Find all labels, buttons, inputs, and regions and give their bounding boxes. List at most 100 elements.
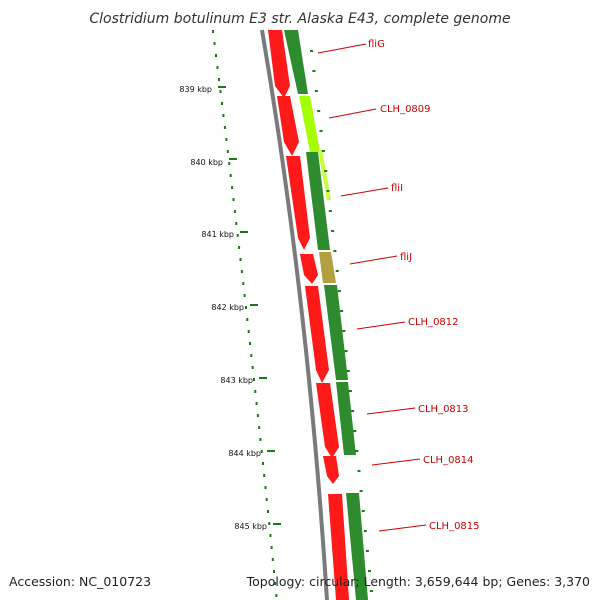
ruler-tick-4: 842 kbp — [211, 303, 258, 312]
cds-fliG[interactable] — [268, 30, 290, 98]
gene-label-clh0813[interactable]: CLH_0813 — [366, 404, 469, 415]
cds-clh0813[interactable] — [316, 383, 339, 458]
ruler-dot — [255, 402, 258, 405]
outer-ruler-dot — [361, 510, 365, 512]
outer-ruler-dot — [324, 170, 328, 172]
cds-fliJ[interactable] — [300, 254, 318, 284]
ruler-dot — [231, 186, 234, 189]
outer-ruler-dot — [337, 290, 341, 292]
outer-ruler-dot — [328, 210, 332, 212]
gene-label-clh0812[interactable]: CLH_0812 — [356, 317, 459, 330]
tick-label-845: 845 kbp — [234, 522, 267, 531]
cds-fliI[interactable] — [286, 156, 310, 250]
ruler-dot — [243, 294, 246, 297]
outer-ruler-dot — [346, 370, 350, 372]
ruler-dot — [213, 42, 216, 45]
ruler-dot — [256, 414, 259, 417]
ruler-dot — [253, 378, 255, 381]
ruler-dot — [247, 330, 250, 333]
map-title: Clostridium botulinum E3 str. Alaska E43… — [89, 11, 510, 27]
gene-fliJ[interactable] — [319, 252, 336, 283]
ruler-dot — [270, 546, 273, 549]
gene-fliI-highlight — [318, 150, 331, 200]
outer-ruler-dot — [344, 350, 348, 352]
gene-clh0815[interactable] — [346, 493, 368, 600]
gene-fliG[interactable] — [284, 30, 308, 94]
outer-ruler-dot — [335, 270, 339, 272]
ruler-dot — [273, 570, 275, 573]
ruler-dot — [239, 258, 242, 261]
ruler-dot — [259, 438, 262, 441]
outer-ruler-dot — [353, 430, 357, 432]
gene-label-clh0814[interactable]: CLH_0814 — [371, 455, 474, 466]
cds-clh0812[interactable] — [305, 286, 329, 383]
ruler-tick-1: 839 kbp — [179, 85, 226, 94]
gene-label-text: CLH_0815 — [429, 521, 480, 532]
gene-label-text: CLH_0812 — [408, 317, 459, 328]
outer-ruler-dot — [370, 590, 373, 592]
outer-ruler-dot — [348, 390, 352, 392]
ruler-dot — [271, 558, 274, 561]
ruler-dot — [226, 150, 229, 153]
ruler-dots — [212, 30, 278, 597]
ruler-dot — [250, 354, 253, 357]
ruler-dot — [229, 174, 232, 177]
ruler-tick-2: 840 kbp — [190, 158, 237, 167]
outer-ruler-dot — [326, 190, 330, 192]
tick-label-841: 841 kbp — [201, 230, 234, 239]
cds-clh0809[interactable] — [277, 96, 299, 156]
cds-clh0815[interactable] — [328, 494, 349, 600]
outer-ruler-dot — [357, 470, 361, 472]
ruler-dot — [268, 522, 271, 525]
gene-label-clh0809[interactable]: CLH_0809 — [328, 104, 431, 119]
outer-ruler-dot — [333, 250, 337, 252]
outer-ruler-dot — [355, 450, 359, 452]
ruler-tick-7: 845 kbp — [234, 522, 281, 531]
gene-label-fliJ[interactable]: fliJ — [349, 252, 412, 265]
outer-ruler-dot — [365, 550, 369, 552]
outer-ruler-dot — [340, 310, 344, 312]
gene-label-text: CLH_0814 — [423, 455, 474, 466]
gene-label-text: fliI — [391, 183, 403, 194]
ruler-dot — [221, 102, 223, 105]
gene-track — [284, 30, 368, 600]
accession-text: Accession: NC_010723 — [9, 574, 151, 589]
ruler-dot — [242, 282, 245, 285]
ruler-dot — [218, 78, 220, 81]
ruler-dot — [260, 450, 263, 453]
gene-clh0812[interactable] — [324, 285, 348, 380]
ruler-dot — [212, 30, 214, 33]
ruler-dot — [222, 114, 225, 117]
cds-clh0814[interactable] — [323, 456, 339, 484]
tick-label-842: 842 kbp — [211, 303, 244, 312]
ruler-dot — [245, 306, 247, 309]
ruler-tick-5: 843 kbp — [220, 376, 267, 385]
gene-clh0813[interactable] — [336, 382, 356, 455]
ruler-dot — [215, 54, 217, 57]
ruler-dot — [249, 342, 251, 345]
outer-ruler-dot — [359, 490, 363, 492]
ruler-dot — [238, 246, 241, 249]
gene-label-text: CLH_0809 — [380, 104, 431, 115]
outer-ruler-dot — [314, 90, 318, 92]
ruler-dot — [216, 66, 219, 69]
gene-clh0809[interactable] — [299, 96, 320, 152]
outer-ruler-dot — [351, 410, 355, 412]
gene-label-text: fliJ — [400, 252, 412, 263]
gene-fliI[interactable] — [306, 152, 330, 250]
tick-label-843: 843 kbp — [220, 376, 253, 385]
gene-label-text: CLH_0813 — [418, 404, 469, 415]
genome-summary-text: Topology: circular; Length: 3,659,644 bp… — [246, 574, 590, 589]
outer-ruler-dot — [321, 150, 325, 152]
gene-label-fliI[interactable]: fliI — [340, 183, 403, 197]
ruler-dot — [269, 534, 272, 537]
gene-label-clh0815[interactable]: CLH_0815 — [378, 521, 480, 532]
ruler-dot — [228, 162, 231, 165]
ruler-tick-3: 841 kbp — [201, 230, 248, 239]
ruler-dot — [240, 270, 243, 273]
cds-track — [268, 30, 349, 600]
ruler-dot — [275, 594, 278, 597]
ruler-dot — [254, 390, 257, 393]
ruler-dot — [246, 318, 249, 321]
gene-label-fliG[interactable]: fliG — [317, 39, 385, 54]
